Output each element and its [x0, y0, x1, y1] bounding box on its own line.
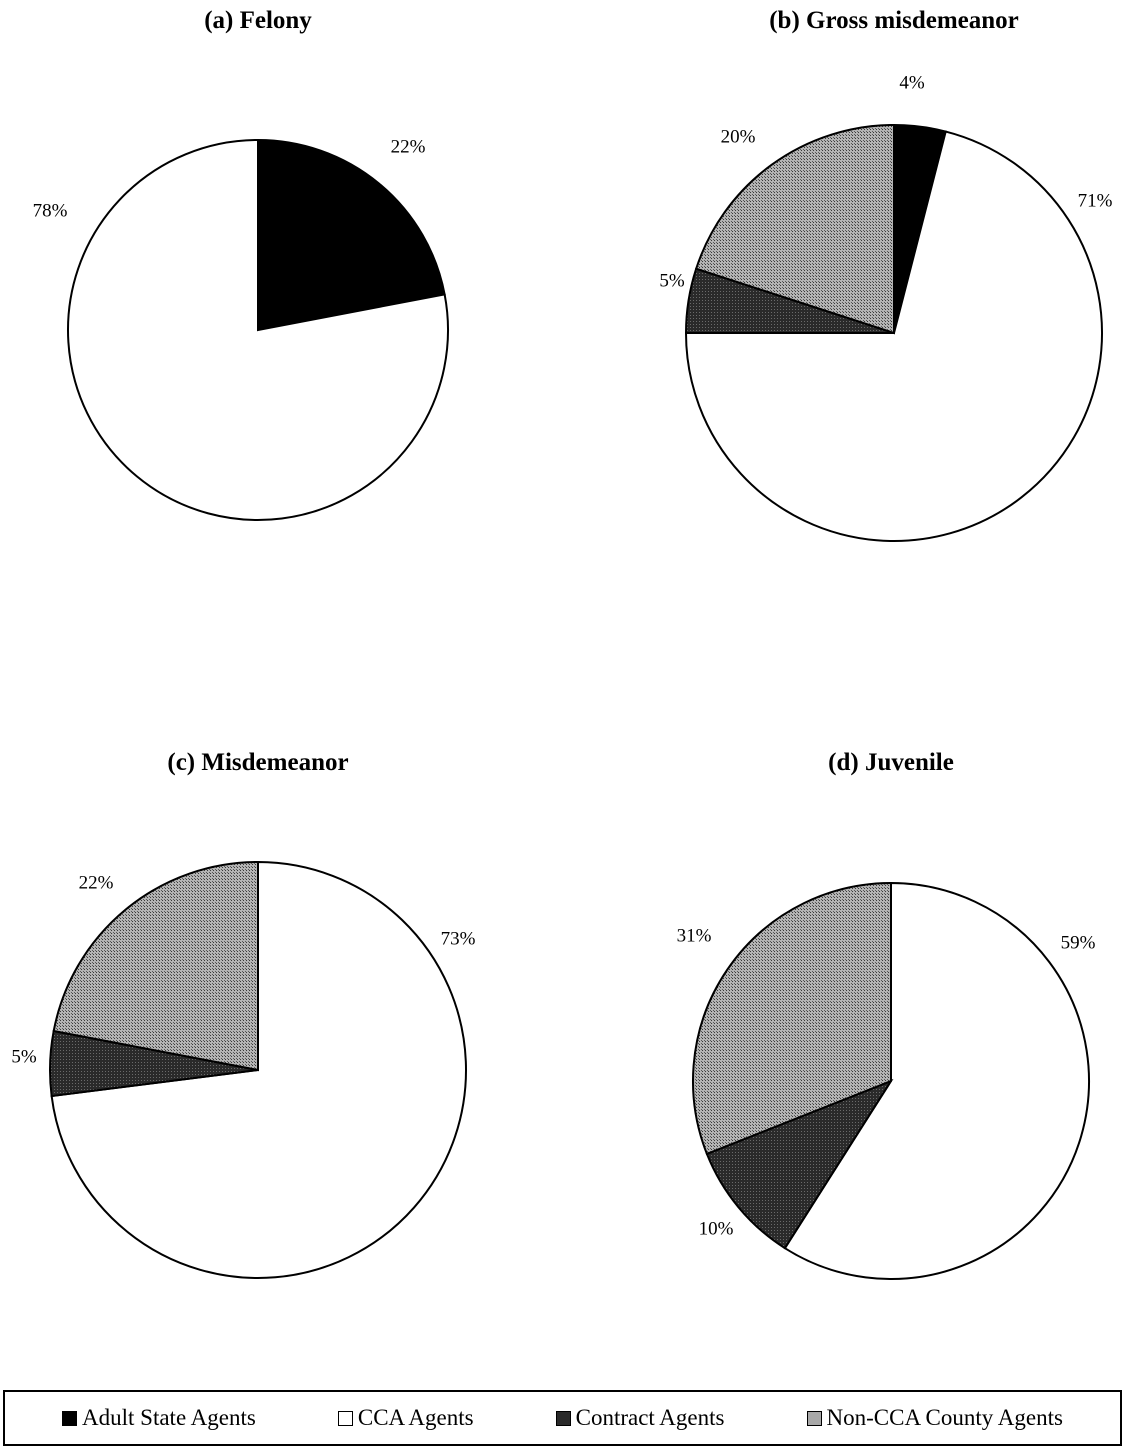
legend-swatch-noncca — [806, 1410, 822, 1426]
pie-slice-noncca — [694, 123, 895, 335]
slice-label-cca: 78% — [33, 200, 68, 221]
pie-slice-noncca — [692, 881, 892, 1156]
slice-label-adult: 22% — [391, 136, 426, 157]
legend-item-contract-agents: Contract Agents — [555, 1405, 725, 1431]
legend-label: Non-CCA County Agents — [826, 1405, 1063, 1430]
pie-slice-cca — [783, 881, 1090, 1280]
slice-label-cca: 71% — [1078, 190, 1113, 211]
legend-label: Adult State Agents — [82, 1405, 256, 1430]
slice-label-noncca: 22% — [79, 872, 114, 893]
pie-slice-cca — [684, 130, 1103, 542]
pie-chart-felony: (a) Felony 22% 78% — [33, 7, 449, 521]
pie-slice-noncca — [52, 860, 259, 1072]
pie-slice-cca — [67, 138, 449, 521]
pie-chart-juvenile: (d) Juvenile 59% 10% 31% — [677, 749, 1096, 1280]
slice-label-contract: 10% — [699, 1218, 734, 1239]
pie-slice-adult — [257, 138, 446, 332]
legend-swatch-contract — [555, 1410, 571, 1426]
chart-title-gross-misdemeanor: (b) Gross misdemeanor — [769, 7, 1019, 34]
legend-label: Contract Agents — [575, 1405, 725, 1430]
slice-label-noncca: 20% — [721, 126, 756, 147]
pie-chart-gross-misdemeanor: (b) Gross misdemeanor 4% 71% 5% 20% — [659, 7, 1113, 542]
slice-label-contract: 5% — [659, 270, 685, 291]
legend-swatch-cca — [337, 1410, 353, 1426]
chart-title-misdemeanor: (c) Misdemeanor — [167, 749, 348, 776]
chart-title-felony: (a) Felony — [204, 7, 312, 34]
slice-label-adult: 4% — [899, 72, 925, 93]
legend-item-cca-agents: CCA Agents — [337, 1405, 474, 1431]
pie-chart-misdemeanor: (c) Misdemeanor 73% 5% 22% — [11, 749, 476, 1279]
chart-title-juvenile: (d) Juvenile — [828, 749, 954, 776]
legend-label: CCA Agents — [357, 1405, 474, 1430]
slice-label-contract: 5% — [11, 1046, 37, 1067]
legend-item-adult-state-agents: Adult State Agents — [62, 1405, 256, 1431]
pie-slice-contract — [705, 1078, 894, 1250]
slice-label-cca: 73% — [441, 928, 476, 949]
legend-swatch-adult — [62, 1410, 78, 1426]
slice-label-noncca: 31% — [677, 925, 712, 946]
slice-label-cca: 59% — [1061, 932, 1096, 953]
chart-legend: Adult State Agents CCA Agents Contract A… — [3, 1390, 1122, 1446]
legend-item-non-cca-county-agents: Non-CCA County Agents — [806, 1405, 1063, 1431]
